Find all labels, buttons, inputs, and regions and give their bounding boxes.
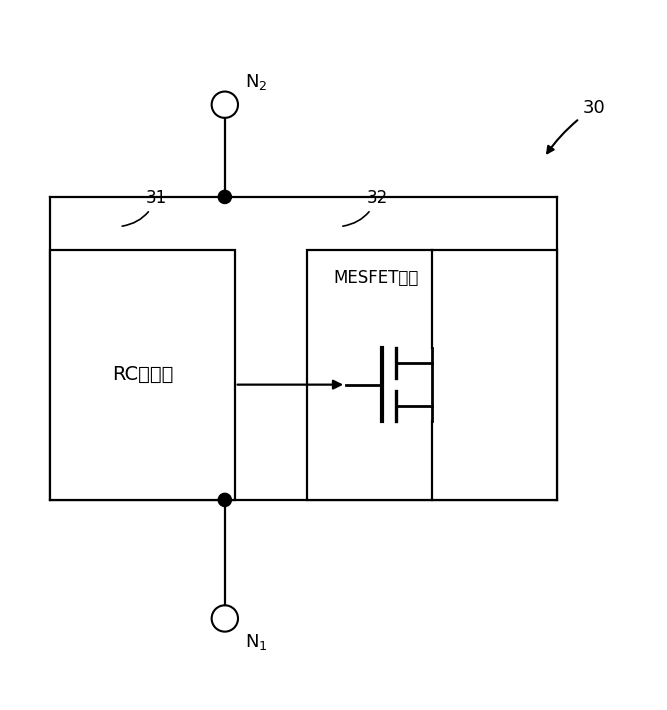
Bar (50, 250, 235, 500)
Text: N$_1$: N$_1$ (245, 632, 267, 652)
Text: MESFET钳位: MESFET钳位 (334, 269, 419, 288)
Text: RC触发器: RC触发器 (112, 365, 173, 384)
Bar (307, 250, 558, 500)
Text: 32: 32 (343, 189, 388, 226)
Circle shape (218, 190, 231, 204)
Circle shape (218, 493, 231, 506)
Text: 31: 31 (122, 189, 167, 226)
Text: 30: 30 (547, 99, 605, 153)
Text: N$_2$: N$_2$ (245, 72, 267, 92)
